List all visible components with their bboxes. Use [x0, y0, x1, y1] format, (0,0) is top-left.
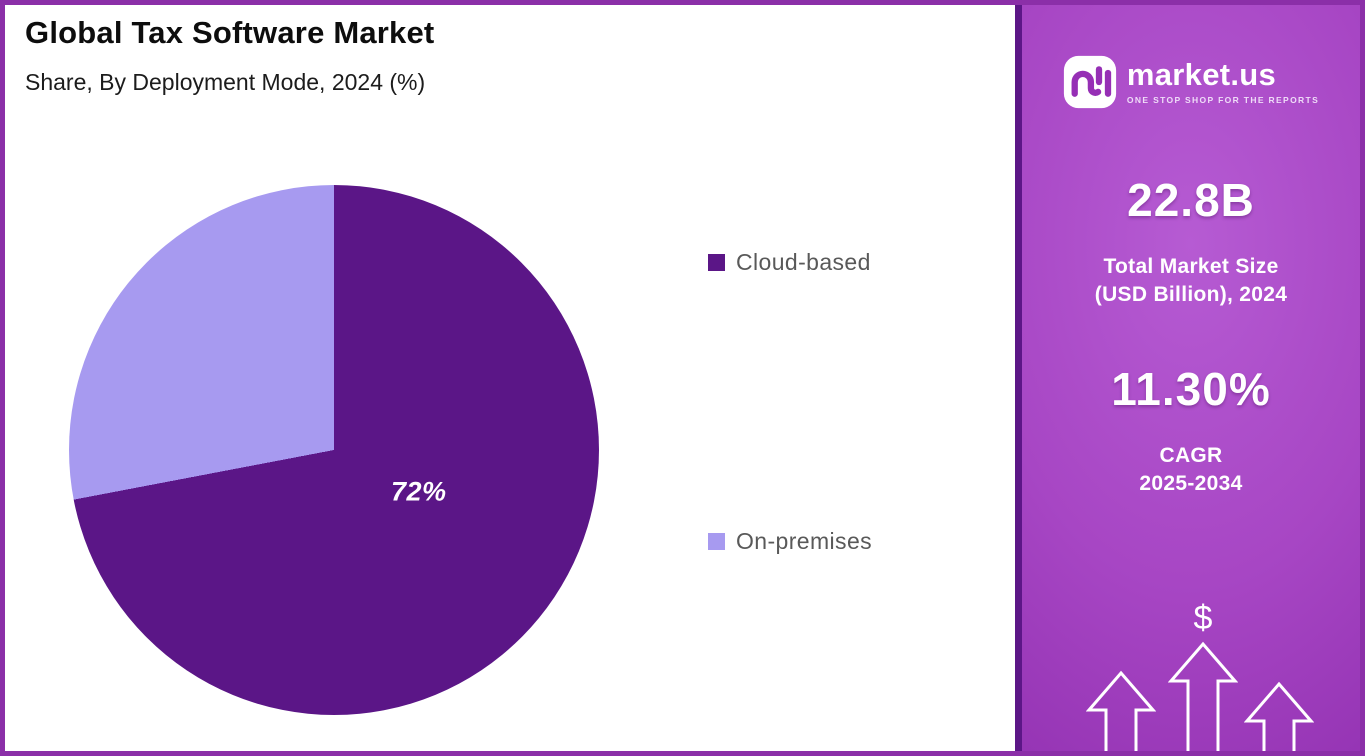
- sidebar: market.us ONE STOP SHOP FOR THE REPORTS …: [1015, 5, 1360, 751]
- market-size-label-line1: Total Market Size: [1103, 255, 1279, 278]
- market-size-label: Total Market Size (USD Billion), 2024: [1022, 253, 1360, 310]
- chart-legend: Cloud-based On-premises: [708, 249, 872, 555]
- page-title: Global Tax Software Market: [25, 15, 435, 50]
- page-subtitle: Share, By Deployment Mode, 2024 (%): [25, 69, 426, 95]
- legend-label-cloud-based: Cloud-based: [736, 249, 871, 275]
- market-us-logo-icon: [1063, 55, 1117, 109]
- brand-tagline: ONE STOP SHOP FOR THE REPORTS: [1126, 95, 1320, 106]
- legend-item-on-premises: On-premises: [708, 528, 872, 555]
- cagr-label: CAGR 2025-2034: [1022, 442, 1360, 499]
- brand-text-block: market.us ONE STOP SHOP FOR THE REPORTS: [1126, 56, 1320, 106]
- cagr-label-line1: CAGR: [1159, 443, 1223, 467]
- chart-panel: Global Tax Software Market Share, By Dep…: [5, 5, 1015, 751]
- cagr-value: 11.30%: [1111, 362, 1271, 415]
- brand-name: market.us: [1126, 56, 1277, 92]
- legend-swatch-cloud-based-icon: [708, 254, 725, 271]
- pie-slice-label: 72%: [391, 476, 447, 507]
- cagr-label-line2: 2025-2034: [1139, 472, 1243, 496]
- growth-arrow-left-icon: [1086, 670, 1156, 751]
- pie-chart: 72%: [69, 185, 599, 715]
- dollar-icon: $: [1193, 599, 1213, 637]
- legend-label-on-premises: On-premises: [736, 528, 873, 554]
- growth-arrow-right-icon: [1244, 681, 1314, 751]
- market-size-value: 22.8B: [1127, 174, 1255, 226]
- growth-arrow-center-icon: [1168, 641, 1238, 751]
- legend-swatch-on-premises-icon: [708, 533, 725, 550]
- legend-item-cloud-based: Cloud-based: [708, 249, 872, 276]
- market-size-label-line2: (USD Billion), 2024: [1094, 283, 1288, 307]
- brand-logo: market.us ONE STOP SHOP FOR THE REPORTS: [1022, 55, 1360, 109]
